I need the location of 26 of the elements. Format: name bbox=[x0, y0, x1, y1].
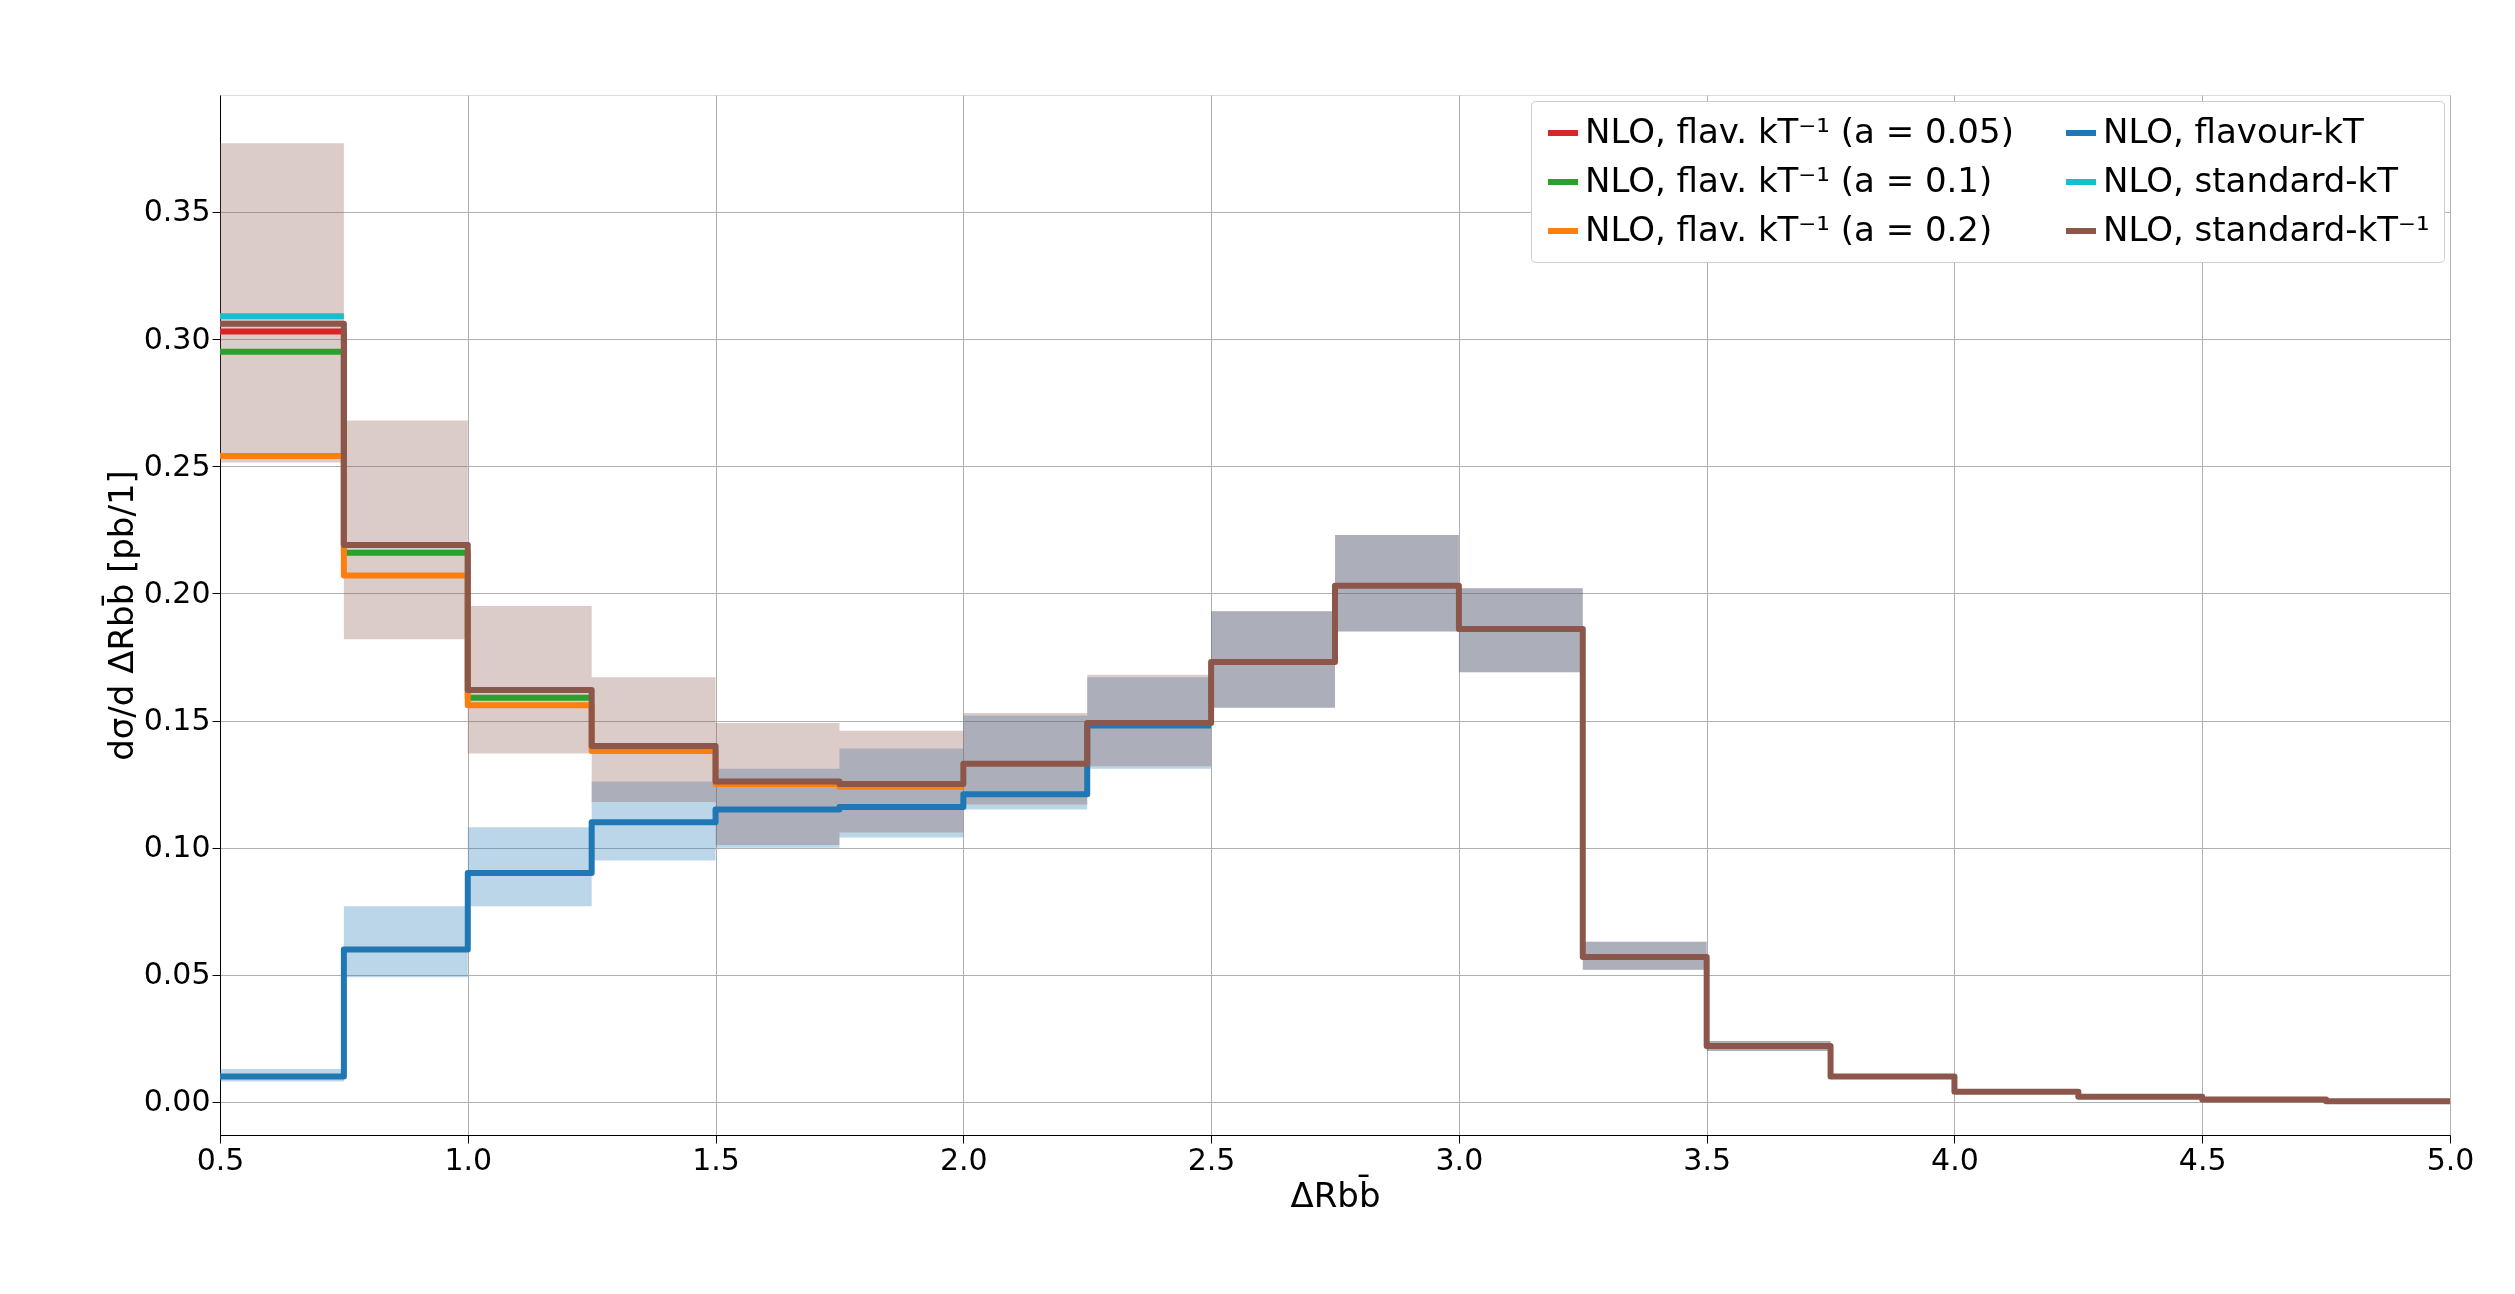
legend-label: NLO, flav. kT⁻¹ (a = 0.1) bbox=[1585, 160, 1993, 200]
x-tick-label: 2.5 bbox=[1187, 1141, 1236, 1177]
x-tick-label: 0.5 bbox=[196, 1141, 245, 1177]
y-tick-label: 0.25 bbox=[143, 447, 211, 483]
y-tick-label: 0.15 bbox=[143, 702, 211, 738]
x-tick-label: 2.0 bbox=[939, 1141, 988, 1177]
x-tick-label: 4.5 bbox=[2178, 1141, 2227, 1177]
legend-label: NLO, flav. kT⁻¹ (a = 0.2) bbox=[1585, 209, 1993, 249]
legend-label: NLO, flavour-kT bbox=[2103, 111, 2365, 151]
y-tick-label: 0.30 bbox=[143, 320, 211, 356]
y-tick-label: 0.05 bbox=[143, 956, 211, 992]
x-axis-title: ΔRbb̄ bbox=[1290, 1174, 1381, 1215]
x-tick-label: 1.0 bbox=[444, 1141, 493, 1177]
x-tick-label: 3.5 bbox=[1683, 1141, 1732, 1177]
x-tick-label: 1.5 bbox=[692, 1141, 740, 1177]
legend-label: NLO, flav. kT⁻¹ (a = 0.05) bbox=[1585, 111, 2014, 151]
y-axis-title: dσ/d ΔRbb̄ [pb/1] bbox=[100, 470, 141, 761]
y-tick-label: 0.20 bbox=[143, 574, 211, 610]
legend-label: NLO, standard-kT⁻¹ bbox=[2103, 209, 2430, 249]
y-tick-label: 0.35 bbox=[143, 193, 211, 229]
y-tick-label: 0.10 bbox=[143, 829, 211, 865]
x-tick-label: 5.0 bbox=[2426, 1141, 2475, 1177]
x-tick-label: 3.0 bbox=[1435, 1141, 1484, 1177]
x-tick-label: 4.0 bbox=[1931, 1141, 1979, 1177]
legend-label: NLO, standard-kT bbox=[2103, 160, 2399, 200]
y-tick-label: 0.00 bbox=[143, 1083, 211, 1119]
